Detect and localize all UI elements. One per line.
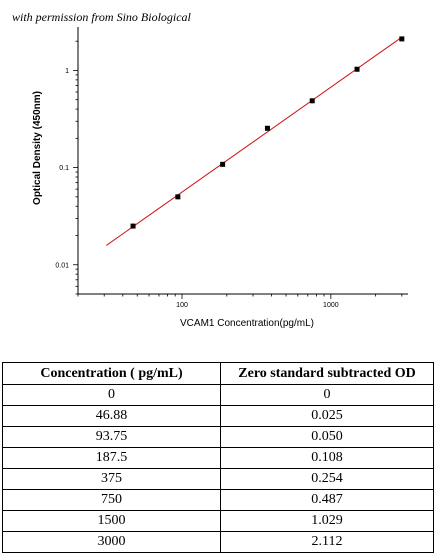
x-axis-label: VCAM1 Concentration(pg/mL) xyxy=(180,318,314,329)
cell-od: 0 xyxy=(220,384,434,406)
cell-concentration: 750 xyxy=(2,489,221,511)
data-table: Concentration ( pg/mL) Zero standard sub… xyxy=(2,362,434,553)
fit-line xyxy=(106,36,403,246)
cell-concentration: 0 xyxy=(2,384,221,406)
data-point xyxy=(264,125,270,131)
cell-od: 0.025 xyxy=(220,405,434,427)
data-point xyxy=(175,194,181,200)
y-tick-label: 1 xyxy=(65,68,69,75)
data-points-group xyxy=(130,36,405,229)
chart-axes: 0.01 0.1 1 100 1000 xyxy=(55,27,408,309)
cell-od: 0.050 xyxy=(220,426,434,448)
permission-caption: with permission from Sino Biological xyxy=(12,10,191,24)
cell-concentration: 3000 xyxy=(2,531,221,553)
cell-concentration: 1500 xyxy=(2,510,221,532)
cell-od: 2.112 xyxy=(220,531,434,553)
cell-concentration: 375 xyxy=(2,468,221,490)
cell-od: 0.108 xyxy=(220,447,434,469)
table-row: 1500 1.029 xyxy=(2,510,434,532)
table-row: 750 0.487 xyxy=(2,489,434,511)
table-row: 46.88 0.025 xyxy=(2,405,434,427)
cell-od: 1.029 xyxy=(220,510,434,532)
fit-line-group xyxy=(106,36,403,246)
data-point xyxy=(220,161,226,167)
y-tick-label: 0.1 xyxy=(59,165,69,172)
x-tick-label: 100 xyxy=(176,302,188,309)
y-tick-label: 0.01 xyxy=(55,262,69,269)
data-point xyxy=(130,223,136,229)
cell-od: 0.254 xyxy=(220,468,434,490)
header-concentration: Concentration ( pg/mL) xyxy=(2,362,221,385)
table-header-row: Concentration ( pg/mL) Zero standard sub… xyxy=(2,362,434,385)
table-row: 93.75 0.050 xyxy=(2,426,434,448)
data-point xyxy=(399,36,405,42)
table-row: 187.5 0.108 xyxy=(2,447,434,469)
cell-concentration: 93.75 xyxy=(2,426,221,448)
table-row: 375 0.254 xyxy=(2,468,434,490)
data-point xyxy=(354,66,360,72)
data-point xyxy=(309,98,315,104)
cell-concentration: 46.88 xyxy=(2,405,221,427)
y-axis-label: Optical Density (450nm) xyxy=(32,91,43,205)
cell-concentration: 187.5 xyxy=(2,447,221,469)
standard-curve-chart: 0.01 0.1 1 100 1000 VCAM1 Concentration(pg/m… xyxy=(32,27,408,329)
table-row: 3000 2.112 xyxy=(2,531,434,553)
header-od: Zero standard subtracted OD xyxy=(220,362,434,385)
cell-od: 0.487 xyxy=(220,489,434,511)
x-tick-label: 1000 xyxy=(323,302,339,309)
